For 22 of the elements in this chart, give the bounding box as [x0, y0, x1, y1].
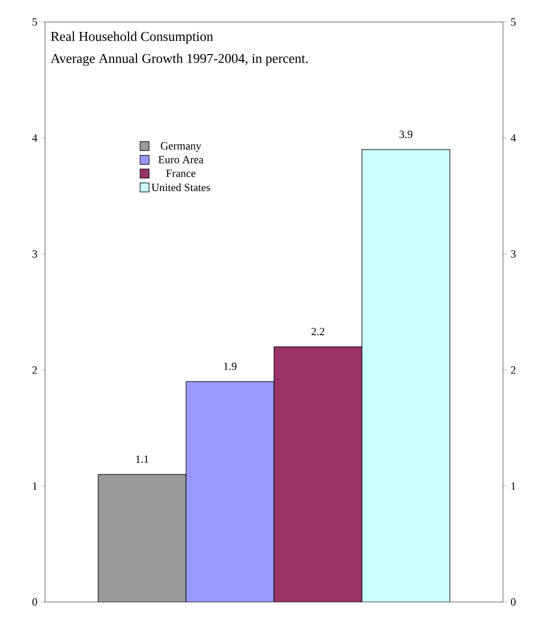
legend-label: Germany — [160, 142, 202, 152]
y2-tick-label: 5 — [511, 18, 516, 26]
text: Real Household Consumption — [50, 32, 214, 44]
y2-tick-label: 0 — [510, 598, 516, 606]
legend-label: France — [166, 170, 196, 177]
y-tick-label: 1 — [32, 482, 37, 490]
y2-tick-label: 4 — [510, 134, 516, 142]
y2-tick-label: 3 — [511, 250, 516, 258]
y-tick-label: 0 — [32, 598, 38, 606]
data-label: 2.2 — [312, 328, 324, 336]
data-label: 3.9 — [400, 130, 412, 138]
legend-label: Euro Area — [158, 156, 204, 164]
y-tick-label: 2 — [32, 366, 37, 374]
y-tick-label: 3 — [32, 250, 38, 258]
data-label: 1.1 — [136, 455, 148, 463]
text: Average Annual Growth 1997-2004, in percent. — [50, 54, 308, 66]
y2-tick-label: 1 — [511, 482, 516, 490]
y-tick-label: 4 — [32, 134, 38, 142]
legend-label: United States — [152, 183, 210, 192]
y-tick-label: 5 — [32, 18, 38, 26]
y2-tick-label: 2 — [511, 366, 516, 374]
data-label: 1.9 — [224, 362, 236, 370]
